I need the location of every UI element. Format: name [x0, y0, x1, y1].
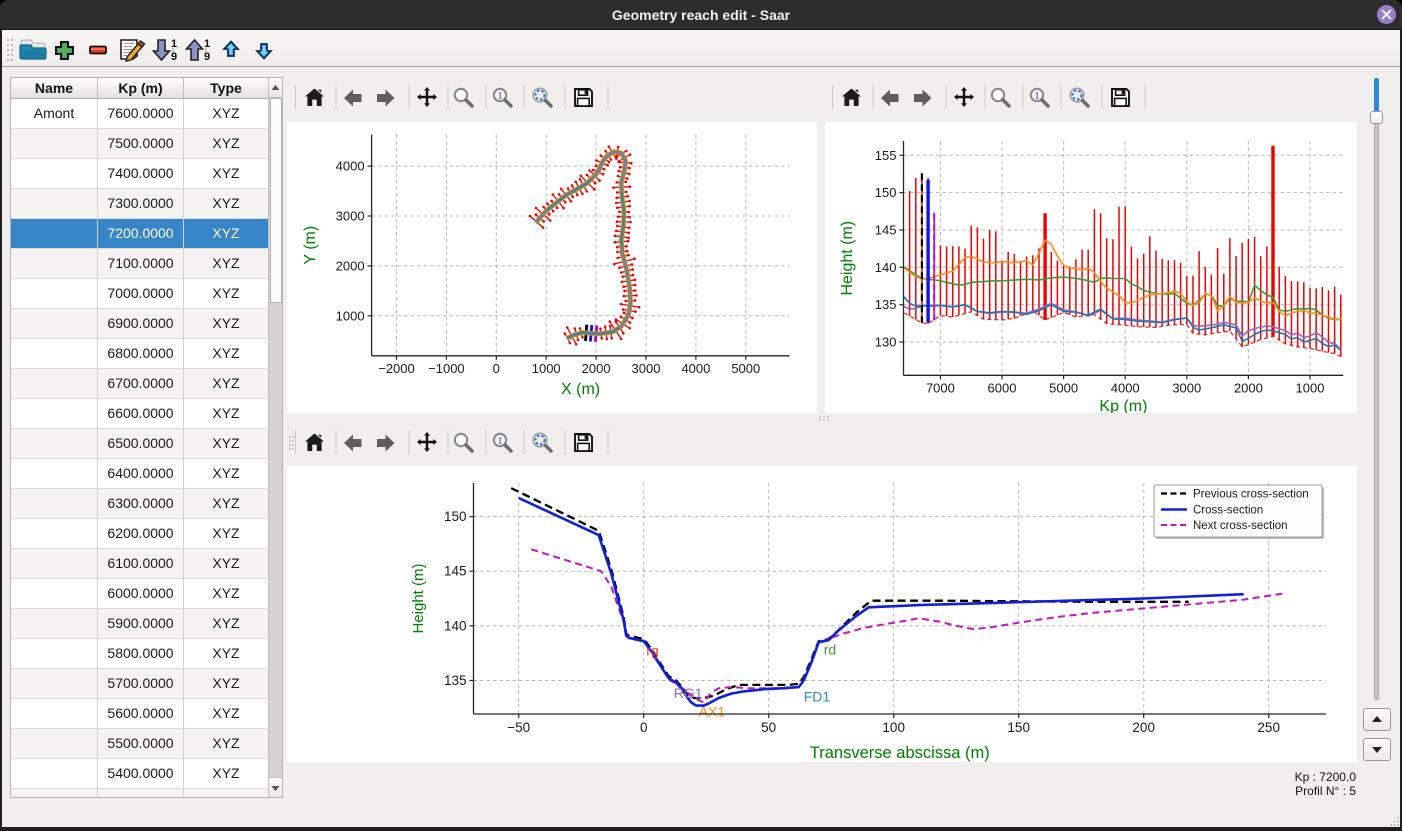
svg-text:AX1: AX1 — [699, 704, 726, 720]
svg-text:140: 140 — [875, 260, 897, 275]
svg-text:200: 200 — [1132, 720, 1155, 735]
svg-text:X (m): X (m) — [561, 381, 600, 398]
svg-text:1: 1 — [204, 38, 210, 50]
svg-text:6000: 6000 — [988, 380, 1017, 395]
svg-text:0: 0 — [640, 720, 648, 735]
svg-text:135: 135 — [875, 297, 897, 312]
svg-text:FD1: FD1 — [804, 688, 831, 704]
svg-text:155: 155 — [875, 148, 897, 163]
svg-text:Y (m): Y (m) — [302, 226, 319, 265]
svg-text:135: 135 — [444, 673, 467, 688]
svg-text:1000: 1000 — [1296, 380, 1325, 395]
svg-text:4000: 4000 — [1111, 380, 1140, 395]
svg-text:0: 0 — [493, 361, 500, 376]
svg-text:150: 150 — [875, 185, 897, 200]
svg-text:130: 130 — [875, 335, 897, 350]
svg-text:−1000: −1000 — [428, 361, 465, 376]
svg-text:50: 50 — [761, 720, 776, 735]
svg-text:1: 1 — [171, 38, 177, 50]
svg-text:rg: rg — [646, 642, 658, 658]
svg-text:100: 100 — [882, 720, 905, 735]
svg-text:2000: 2000 — [582, 361, 611, 376]
svg-text:9: 9 — [171, 51, 177, 63]
svg-text:1000: 1000 — [336, 308, 365, 323]
svg-text:−50: −50 — [507, 720, 530, 735]
svg-text:−2000: −2000 — [378, 361, 415, 376]
svg-text:2000: 2000 — [336, 258, 365, 273]
svg-text:Kp (m): Kp (m) — [1099, 398, 1147, 413]
svg-text:145: 145 — [875, 223, 897, 238]
svg-text:rd: rd — [824, 641, 836, 657]
svg-text:250: 250 — [1257, 720, 1280, 735]
svg-text:Height (m): Height (m) — [839, 221, 856, 296]
svg-text:3000: 3000 — [336, 209, 365, 224]
svg-text:3000: 3000 — [1172, 380, 1201, 395]
svg-text:150: 150 — [444, 509, 467, 524]
svg-text:4000: 4000 — [681, 361, 710, 376]
svg-text:3000: 3000 — [632, 361, 661, 376]
svg-text:Height (m): Height (m) — [410, 563, 427, 633]
svg-text:RG1: RG1 — [674, 685, 703, 701]
svg-text:Previous cross-section: Previous cross-section — [1193, 489, 1309, 501]
svg-text:1000: 1000 — [532, 361, 561, 376]
svg-text:Transverse abscissa (m): Transverse abscissa (m) — [810, 744, 990, 762]
svg-text:7000: 7000 — [926, 380, 955, 395]
svg-text:140: 140 — [444, 618, 467, 633]
svg-text:4000: 4000 — [336, 159, 365, 174]
svg-text:Cross-section: Cross-section — [1193, 505, 1263, 517]
svg-text:9: 9 — [204, 51, 210, 63]
svg-text:150: 150 — [1007, 720, 1030, 735]
svg-text:Next cross-section: Next cross-section — [1193, 520, 1288, 532]
svg-text:5000: 5000 — [731, 361, 760, 376]
svg-text:145: 145 — [444, 564, 467, 579]
svg-text:2000: 2000 — [1234, 380, 1263, 395]
svg-text:5000: 5000 — [1049, 380, 1078, 395]
